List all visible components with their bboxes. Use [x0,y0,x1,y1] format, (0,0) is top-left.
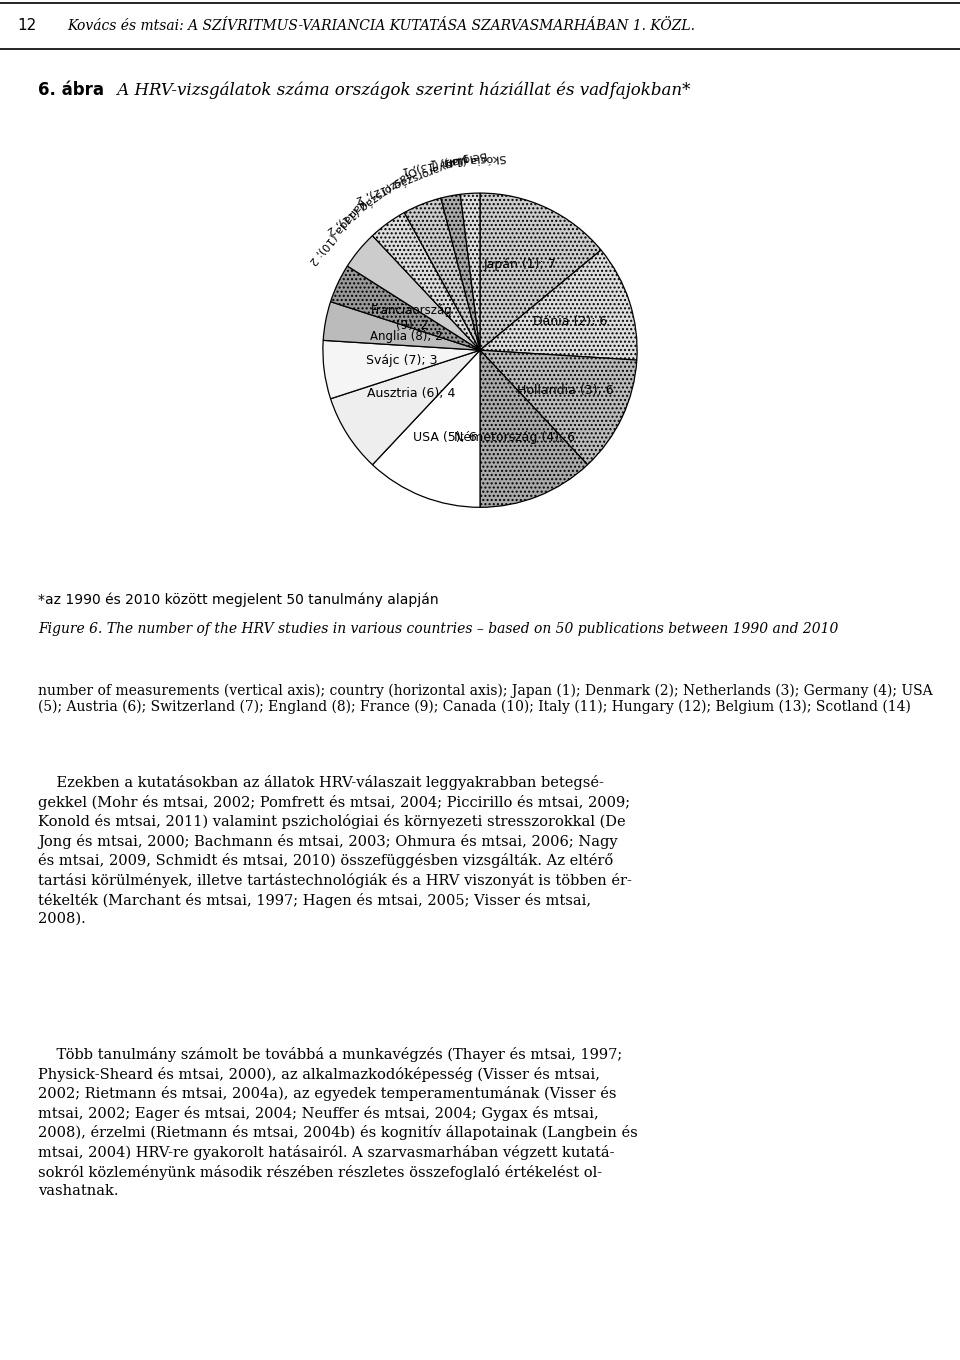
Text: Ezekben a kutatásokban az állatok HRV-válaszait leggyakrabban betegsé-
gekkel (M: Ezekben a kutatásokban az állatok HRV-vá… [38,775,633,926]
Wedge shape [460,193,480,351]
Text: 6. ábra: 6. ábra [38,80,105,99]
Text: USA (5); 6: USA (5); 6 [414,431,477,445]
Wedge shape [372,351,480,507]
Wedge shape [480,193,601,351]
Text: Németország (4); 6: Németország (4); 6 [454,431,575,445]
Text: Ausztria (6); 4: Ausztria (6); 4 [367,388,455,400]
Wedge shape [480,351,588,507]
Wedge shape [480,351,636,465]
Text: Olaszország (11); 2: Olaszország (11); 2 [324,165,418,237]
Text: Hollandia (3); 6: Hollandia (3); 6 [517,384,613,397]
Text: Magyarország (12); 2: Magyarország (12); 2 [354,151,469,204]
Wedge shape [330,267,480,351]
Text: *az 1990 és 2010 között megjelent 50 tanulmány alapján: *az 1990 és 2010 között megjelent 50 tan… [38,593,439,607]
Wedge shape [348,235,480,351]
Wedge shape [330,351,480,465]
Text: Skócia (14); 1: Skócia (14); 1 [429,151,507,166]
Wedge shape [372,212,480,351]
Text: Franciaország
(9); 2: Franciaország (9); 2 [371,305,453,332]
Text: 12: 12 [17,18,36,34]
Wedge shape [323,340,480,398]
Text: number of measurements (vertical axis); country (horizontal axis); Japan (1); De: number of measurements (vertical axis); … [38,683,933,714]
Text: Több tanulmány számolt be továbbá a munkavégzés (Thayer és mtsai, 1997;
Physick-: Több tanulmány számolt be továbbá a munk… [38,1047,638,1198]
Wedge shape [480,250,637,360]
Text: Belgium (13); 1: Belgium (13); 1 [400,150,488,175]
Text: Dánia (2); 6: Dánia (2); 6 [533,314,607,328]
Text: Svájc (7); 3: Svájc (7); 3 [367,354,438,367]
Text: Kanada (10); 2: Kanada (10); 2 [307,197,368,267]
Wedge shape [324,302,480,351]
Text: Figure 6. The number of the HRV studies in various countries – based on 50 publi: Figure 6. The number of the HRV studies … [38,622,839,635]
Wedge shape [404,199,480,351]
Text: Japán (1); 7: Japán (1); 7 [484,258,557,272]
Text: Anglia (8); 2: Anglia (8); 2 [370,329,443,343]
Wedge shape [441,194,480,351]
Text: Kovács és mtsai: A SZÍVRITMUS-VARIANCIA KUTATÁSA SZARVASMARHÁBAN 1. KÖZL.: Kovács és mtsai: A SZÍVRITMUS-VARIANCIA … [67,19,695,33]
Text: A HRV-vizsgálatok száma országok szerint háziállat és vadfajokban*: A HRV-vizsgálatok száma országok szerint… [111,82,690,98]
